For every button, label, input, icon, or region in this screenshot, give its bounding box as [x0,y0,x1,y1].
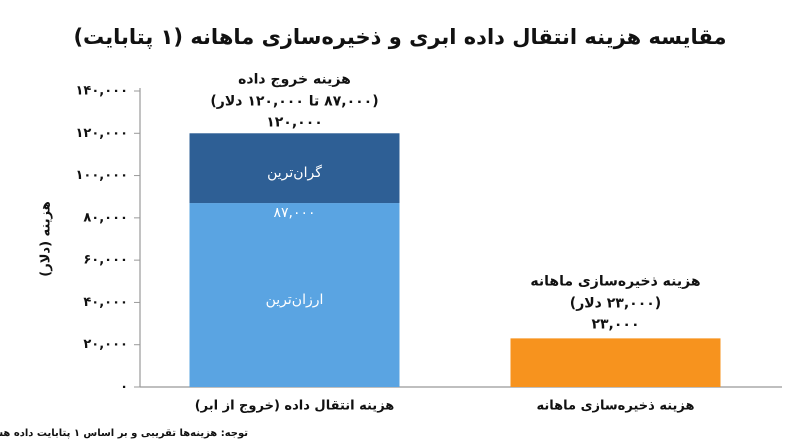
annotation: هزینه ذخیره‌سازی ماهانه [530,273,700,289]
annotation: هزینه خروج داده [238,71,351,87]
y-tick-label: ۴۰,۰۰۰ [83,295,128,310]
y-tick-label: ۲۰,۰۰۰ [83,337,128,352]
y-tick-label: ۱۰۰,۰۰۰ [75,168,128,183]
chart-title: مقایسه هزینه انتقال داده ابری و ذخیره‌سا… [73,25,726,49]
y-tick-label: ۶۰,۰۰۰ [83,253,128,268]
annotation: (۸۷,۰۰۰ تا ۱۲۰,۰۰۰ دلار) [210,93,378,109]
value-label: ۲۳,۰۰۰ [591,316,639,332]
y-tick-label: ۰ [120,380,128,395]
annotation: (۲۳,۰۰۰ دلار) [570,295,661,311]
bar-segment [510,338,721,387]
footnote: توجه: هزینه‌ها تقریبی و بر اساس ۱ پتابای… [0,428,248,439]
segment-label: گران‌ترین [267,164,322,181]
bar-segment [189,203,400,387]
segment-label: ارزان‌ترین [266,292,324,308]
value-label: ۸۷,۰۰۰ [273,205,315,221]
bar-segment [189,133,400,204]
x-tick-label: هزینه ذخیره‌سازی ماهانه [537,399,695,414]
total-label: ۱۲۰,۰۰۰ [266,114,323,130]
y-tick-label: ۱۲۰,۰۰۰ [75,126,128,141]
y-axis-label: هزینه (دلار) [39,201,54,276]
y-tick-label: ۸۰,۰۰۰ [83,210,128,225]
x-tick-label: هزینه انتقال داده (خروج از ابر) [195,399,395,414]
y-tick-label: ۱۴۰,۰۰۰ [75,84,128,99]
